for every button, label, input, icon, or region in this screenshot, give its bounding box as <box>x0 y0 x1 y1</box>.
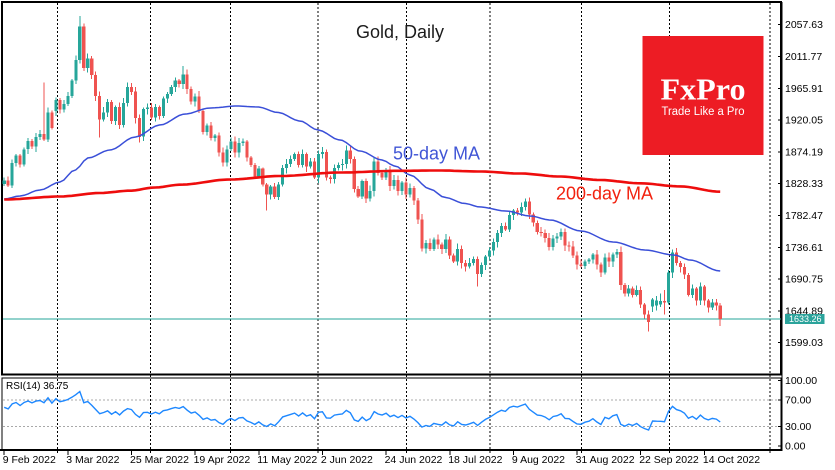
svg-text:FxPro: FxPro <box>661 72 746 107</box>
svg-text:1965.91: 1965.91 <box>785 83 823 95</box>
svg-text:1633.26: 1633.26 <box>789 314 822 324</box>
svg-text:11 May 2022: 11 May 2022 <box>257 454 317 466</box>
svg-text:2011.77: 2011.77 <box>785 51 822 63</box>
svg-text:1828.33: 1828.33 <box>785 178 823 190</box>
svg-text:22 Sep 2022: 22 Sep 2022 <box>639 454 699 466</box>
svg-text:1690.75: 1690.75 <box>785 274 823 286</box>
svg-text:100.00: 100.00 <box>785 375 817 387</box>
svg-text:19 Apr 2022: 19 Apr 2022 <box>194 454 251 466</box>
svg-text:2 Jun 2022: 2 Jun 2022 <box>321 454 373 466</box>
svg-text:0.00: 0.00 <box>785 441 806 453</box>
svg-text:200-day MA: 200-day MA <box>556 184 653 204</box>
svg-text:Trade Like a Pro: Trade Like a Pro <box>662 106 745 118</box>
svg-text:50-day MA: 50-day MA <box>393 144 480 164</box>
svg-text:18 Jul 2022: 18 Jul 2022 <box>448 454 502 466</box>
svg-text:2057.63: 2057.63 <box>785 19 823 31</box>
svg-text:1874.19: 1874.19 <box>785 146 823 158</box>
svg-text:30.00: 30.00 <box>785 421 811 433</box>
svg-text:1920.05: 1920.05 <box>785 115 823 127</box>
svg-text:RSI(14) 36.75: RSI(14) 36.75 <box>6 381 69 392</box>
svg-text:1782.47: 1782.47 <box>785 210 823 222</box>
svg-text:24 Jun 2022: 24 Jun 2022 <box>385 454 443 466</box>
svg-text:14 Oct 2022: 14 Oct 2022 <box>703 454 760 466</box>
svg-text:1736.61: 1736.61 <box>785 242 823 254</box>
svg-text:9 Feb 2022: 9 Feb 2022 <box>3 454 56 466</box>
svg-text:1599.03: 1599.03 <box>785 337 823 349</box>
svg-text:25 Mar 2022: 25 Mar 2022 <box>130 454 189 466</box>
svg-text:70.00: 70.00 <box>785 395 811 407</box>
svg-text:Gold, Daily: Gold, Daily <box>356 22 444 42</box>
svg-text:3 Mar 2022: 3 Mar 2022 <box>66 454 119 466</box>
svg-text:31 Aug 2022: 31 Aug 2022 <box>576 454 635 466</box>
svg-text:9 Aug 2022: 9 Aug 2022 <box>512 454 565 466</box>
